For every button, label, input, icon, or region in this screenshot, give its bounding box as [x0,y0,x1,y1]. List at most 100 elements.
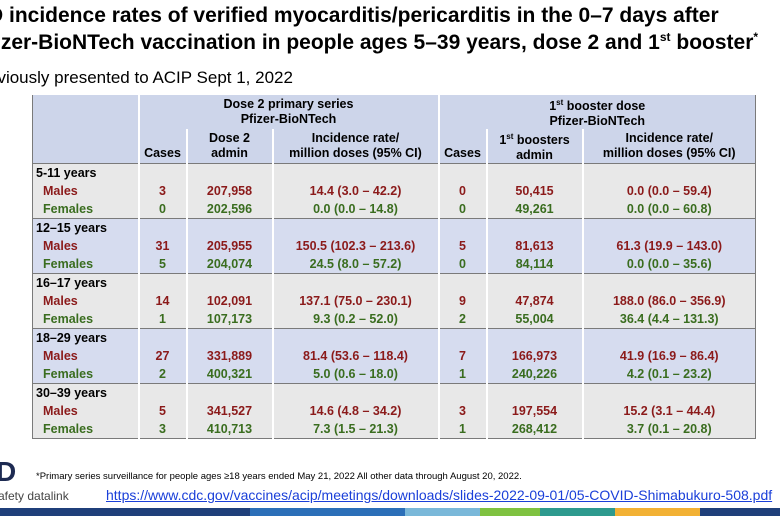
cell-rate: 81.4 (53.6 – 118.4) [271,347,439,366]
table-row: Females 5 204,074 24.5 (8.0 – 57.2) 0 84,114 0… [32,255,756,274]
title-star: * [753,30,759,44]
table-row: Males 5 341,527 14.6 (4.8 – 34.2) 3 197,554 15… [32,402,756,421]
sex-label: Females [32,310,139,329]
cell-b-rate: 0.0 (0.0 – 59.4) [581,182,756,201]
cell-b-admin: 166,973 [485,347,583,366]
footer-bar-navy-2 [700,508,780,516]
age-group-row: 18–29 years [32,328,756,348]
cell-b-admin: 49,261 [485,200,583,219]
age-group-row: 12–15 years [32,218,756,238]
cell-b-rate: 0.0 (0.0 – 60.8) [581,200,756,219]
cell-admin: 331,889 [185,347,273,366]
cell-admin: 207,958 [185,182,273,201]
cell-rate: 14.4 (3.0 – 42.2) [271,182,439,201]
age-group-label: 30–39 years [32,383,139,403]
cell-cases: 14 [137,292,187,311]
cell-cases: 0 [137,200,187,219]
cell-cases: 2 [137,365,187,384]
table-row: Males 3 207,958 14.4 (3.0 – 42.2) 0 50,415 0.0… [32,182,756,201]
cell-b-rate: 41.9 (16.9 – 86.4) [581,347,756,366]
footer-bar-green [480,508,540,516]
table-row: Females 3 410,713 7.3 (1.5 – 21.3) 1 268,412 3… [32,420,756,440]
sex-label: Females [32,255,139,274]
cell-admin: 341,527 [185,402,273,421]
title-sup: st [659,30,671,44]
cases-header: Cases [144,145,181,160]
cell-admin: 400,321 [185,365,273,384]
cell-rate: 24.5 (8.0 – 57.2) [271,255,439,274]
cell-b-rate: 3.7 (0.1 – 20.8) [581,420,756,440]
cell-b-cases: 5 [437,237,487,256]
sex-label: Males [32,402,139,421]
cell-cases: 5 [137,402,187,421]
cell-rate: 7.3 (1.5 – 21.3) [271,420,439,440]
booster-header: 1st booster dose Pfizer-BioNTech [549,98,646,129]
cell-b-admin: 240,226 [485,365,583,384]
table-row: Females 2 400,321 5.0 (0.6 – 18.0) 1 240,226 4… [32,365,756,384]
cell-b-cases: 1 [437,420,487,440]
cell-b-admin: 268,412 [485,420,583,440]
cell-b-admin: 47,874 [485,292,583,311]
cell-b-admin: 50,415 [485,182,583,201]
sex-label: Females [32,200,139,219]
table-row: Males 31 205,955 150.5 (102.3 – 213.6) 5 81,6… [32,237,756,256]
age-group-row: 30–39 years [32,383,756,403]
incidence-table: Dose 2 primary series Pfizer-BioNTech 1st… [32,95,756,440]
title-line-2-end: booster [670,31,754,54]
cell-rate: 5.0 (0.6 – 18.0) [271,365,439,384]
footer-bar-blue [250,508,405,516]
footnote: *Primary series surveillance for people … [36,471,522,482]
cell-b-rate: 0.0 (0.0 – 35.6) [581,255,756,274]
sex-label: Females [32,365,139,384]
cell-admin: 205,955 [185,237,273,256]
cell-b-cases: 2 [437,310,487,329]
cell-cases: 5 [137,255,187,274]
cell-rate: 14.6 (4.8 – 34.2) [271,402,439,421]
cell-b-cases: 0 [437,182,487,201]
logo-icon: D [0,456,17,487]
slide-subtitle: eviously presented to ACIP Sept 1, 2022 [0,68,293,87]
dose2-admin-header: Dose 2 admin [209,131,250,161]
logo-text: afety datalink [0,489,69,503]
cell-admin: 204,074 [185,255,273,274]
header-row-1: Dose 2 primary series Pfizer-BioNTech 1st… [32,95,756,130]
boosters-admin-header: 1st boosters admin [499,132,570,163]
age-group-label: 18–29 years [32,328,139,348]
cell-b-cases: 3 [437,402,487,421]
cell-cases: 3 [137,182,187,201]
table-row: Females 1 107,173 9.3 (0.2 – 52.0) 2 55,004 36… [32,310,756,329]
cell-b-cases: 0 [437,200,487,219]
cell-rate: 150.5 (102.3 – 213.6) [271,237,439,256]
source-link[interactable]: https://www.cdc.gov/vaccines/acip/meetin… [106,487,773,503]
cell-b-rate: 188.0 (86.0 – 356.9) [581,292,756,311]
booster-cases-header: Cases [444,145,481,160]
booster-incidence-header: Incidence rate/million doses (95% CI) [602,131,736,161]
cell-b-rate: 4.2 (0.1 – 23.2) [581,365,756,384]
sex-label: Males [32,292,139,311]
sex-label: Males [32,347,139,366]
cell-admin: 410,713 [185,420,273,440]
cell-cases: 27 [137,347,187,366]
title-line-2: fizer-BioNTech vaccination in people age… [0,31,660,54]
age-group-label: 12–15 years [32,218,139,238]
footer-bar-navy [0,508,250,516]
cell-b-rate: 36.4 (4.4 – 131.3) [581,310,756,329]
cell-b-rate: 15.2 (3.1 – 44.4) [581,402,756,421]
cell-b-admin: 81,613 [485,237,583,256]
title-line-1: D incidence rates of verified myocarditi… [0,4,719,27]
age-group-row: 5-11 years [32,163,756,183]
cell-cases: 31 [137,237,187,256]
cell-rate: 137.1 (75.0 – 230.1) [271,292,439,311]
header-row-2: Cases Dose 2 admin Incidence rate/million… [32,129,756,164]
cell-rate: 9.3 (0.2 – 52.0) [271,310,439,329]
age-group-label: 5-11 years [32,163,139,183]
dose2-header: Dose 2 primary series Pfizer-BioNTech [223,97,354,127]
footer-bar-lightblue [405,508,480,516]
sex-label: Males [32,237,139,256]
cell-b-admin: 197,554 [485,402,583,421]
cell-b-admin: 84,114 [485,255,583,274]
cell-admin: 102,091 [185,292,273,311]
footer-bar-orange [615,508,700,516]
cell-cases: 3 [137,420,187,440]
cell-rate: 0.0 (0.0 – 14.8) [271,200,439,219]
